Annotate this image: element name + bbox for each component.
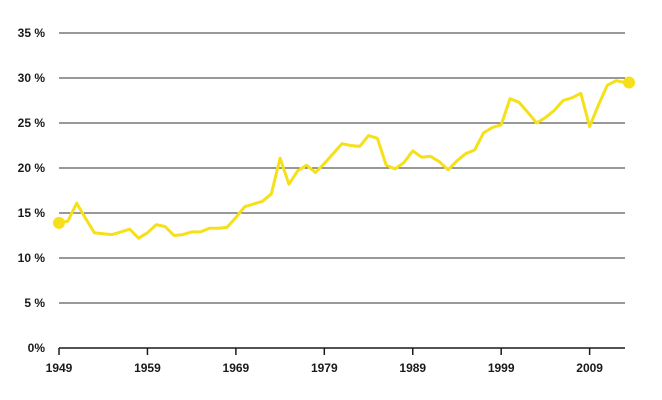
y-tick-label: 10 % <box>18 251 46 265</box>
y-tick-label: 0% <box>28 341 46 355</box>
series-end-marker <box>623 76 635 89</box>
y-tick-label: 30 % <box>18 71 46 85</box>
x-tick-label: 1949 <box>46 361 73 375</box>
y-tick-label: 20 % <box>18 161 46 175</box>
y-axis-tick-labels: 0% 5 % 10 % 15 % 20 % 25 % 30 % 35 % <box>18 26 46 355</box>
y-tick-label: 25 % <box>18 116 46 130</box>
x-tick-label: 1989 <box>399 361 426 375</box>
x-tick-label: 1979 <box>311 361 338 375</box>
x-tick-label: 2009 <box>576 361 603 375</box>
series-line <box>57 79 627 240</box>
y-tick-label: 15 % <box>18 206 46 220</box>
y-tick-label: 35 % <box>18 26 46 40</box>
x-tick-label: 1969 <box>223 361 250 375</box>
x-tick-label: 1959 <box>134 361 161 375</box>
gridlines <box>59 32 625 304</box>
series-start-marker <box>53 216 65 229</box>
y-tick-label: 5 % <box>24 296 45 310</box>
x-axis-ticks: 1949 1959 1969 1979 1989 1999 2009 <box>46 348 603 375</box>
x-tick-label: 1999 <box>488 361 515 375</box>
